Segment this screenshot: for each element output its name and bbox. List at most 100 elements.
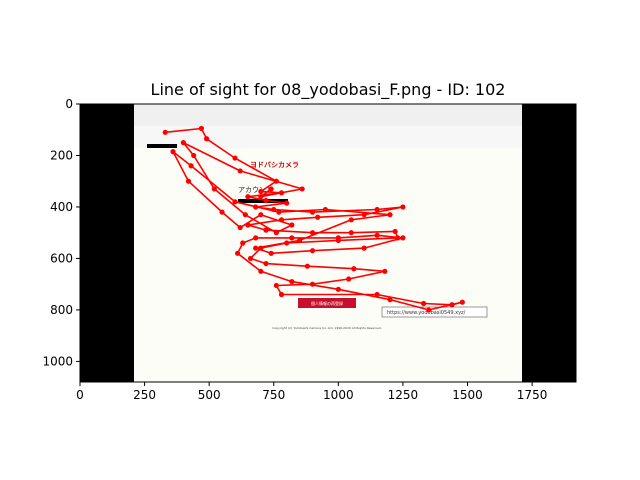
gaze-point [245,194,251,200]
gaze-point [170,149,176,155]
gaze-point [271,206,277,213]
gaze-point [253,235,259,241]
mail-button [298,298,356,308]
redaction-block-top [147,144,177,148]
gaze-point [296,237,303,244]
mail-heading-text: アカウント [238,186,273,194]
x-axis: 0 250 500 750 1000 1250 1500 1750 [76,382,547,402]
gaze-point [400,204,406,210]
gaze-point [258,212,264,218]
gaze-point [188,163,194,169]
right-black-bar [522,104,576,382]
gaze-point [284,240,290,246]
gaze-point [348,230,354,236]
gaze-point [374,206,380,213]
gaze-point [387,297,393,303]
gaze-point [258,188,264,195]
plot-frame [79,103,577,383]
gaze-point [382,268,388,274]
gaze-point [346,276,352,282]
gaze-point [273,230,279,236]
gaze-point [180,140,186,146]
mail-footer-text: Copyright (C) Yodobashi Camera Co.,Ltd. … [272,326,382,330]
gaze-point [309,281,316,287]
gaze-point [253,204,259,210]
y-tick-label: 1000 [42,354,73,368]
chart-title: Line of sight for 08_yodobasi_F.png - ID… [151,80,506,100]
gaze-point [459,299,465,305]
gaze-point [253,245,259,251]
gaze-point [273,282,279,289]
x-tick-label: 250 [133,388,156,402]
gaze-point [258,194,264,200]
y-tick-label: 200 [50,148,73,162]
gaze-point [263,197,269,204]
gaze-point [258,245,264,251]
gaze-point [374,232,380,238]
x-tick-label: 1000 [323,388,354,402]
x-tick-label: 0 [76,388,84,402]
gaze-point [395,235,401,241]
gaze-point [335,235,341,241]
gaze-path-line [165,127,464,311]
gaze-point [289,235,295,241]
gaze-point [374,291,380,298]
gaze-point [309,248,316,254]
gaze-point [191,152,197,159]
gaze-point [426,307,432,313]
gaze-point [392,228,398,235]
gaze-point [263,227,269,233]
gaze-point [234,250,241,256]
gaze-point [268,186,274,192]
x-tick-label: 500 [198,388,221,402]
x-tick-label: 1250 [388,388,419,402]
gaze-point [232,155,238,161]
gaze-point [211,186,217,192]
gaze-point [351,266,357,272]
gaze-point [247,255,254,262]
y-tick-label: 400 [50,200,73,214]
url-tooltip-text: https://www.yodobasi0549.xyz/ [387,310,466,316]
url-tooltip-box [381,306,488,318]
gaze-point [237,224,243,231]
x-tick-label: 750 [262,388,285,402]
gaze-point [219,209,225,215]
mail-button-text: 個人情報の再登録 [311,300,343,306]
gaze-point [309,209,316,215]
gaze-point [232,199,238,205]
gaze-point [237,168,243,174]
gaze-point [263,260,269,267]
gaze-point [387,212,393,218]
mail-header-strip [134,126,522,148]
gaze-point [185,178,192,184]
gaze-point [273,178,279,184]
gaze-point [304,263,310,269]
gaze-point [162,129,168,135]
mail-toolbar [134,104,522,126]
gaze-point [268,250,274,256]
x-tick-label: 1500 [452,388,483,402]
gaze-point [348,217,354,223]
y-tick-label: 800 [50,303,73,317]
gaze-point [299,186,305,192]
gaze-point [245,222,251,228]
gaze-point [289,279,295,285]
gaze-point [278,291,285,298]
gaze-point [278,217,285,223]
gaze-point [258,268,264,274]
x-tick-label: 1750 [517,388,548,402]
y-tick-label: 600 [50,251,73,265]
gaze-point [335,286,341,292]
gaze-point [242,212,248,218]
gaze-point [284,200,290,206]
gaze-point [361,212,367,218]
redaction-block-mid [238,199,288,203]
gaze-point [315,214,321,220]
gaze-point [322,206,329,213]
left-black-bar [80,104,134,382]
gaze-point [240,240,246,246]
gaze-point [449,302,455,308]
gaze-point [309,230,316,236]
gaze-point [198,125,205,132]
